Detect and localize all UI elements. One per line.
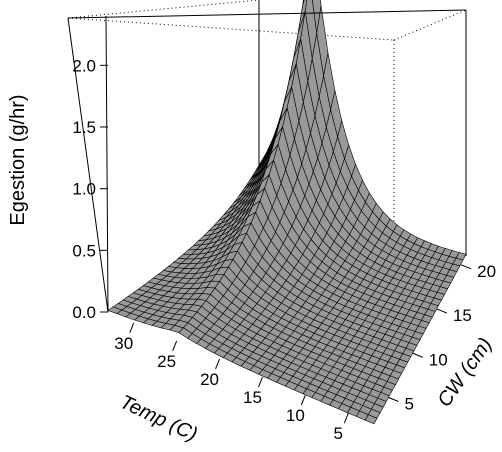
y-tick-label: 5 (405, 394, 414, 413)
z-tick-label: 1.0 (72, 180, 96, 199)
x-tick-label: 5 (334, 424, 343, 443)
y-axis-title: CW (cm) (433, 334, 496, 411)
z-tick-label: 1.5 (72, 118, 96, 137)
y-tick-label: 20 (477, 262, 496, 281)
surface-mesh (107, 0, 467, 425)
z-axis: 0.0 0.5 1.0 1.5 2.0 (72, 15, 109, 322)
x-tick-label: 20 (200, 370, 219, 389)
x-tick-label: 25 (157, 352, 176, 371)
z-axis-title: Egestion (g/hr) (7, 94, 29, 225)
x-tick-mark (129, 322, 135, 334)
x-tick-mark (300, 394, 306, 406)
back-top-edge (67, 17, 395, 41)
back-top-left-edge (67, 0, 260, 19)
x-tick-label: 10 (286, 406, 305, 425)
x-tick-mark (172, 340, 178, 352)
y-axis: 5 10 15 20 (388, 262, 496, 413)
front-top-edge (67, 9, 467, 19)
x-tick-label: 15 (243, 388, 262, 407)
z-tick-label: 0.0 (72, 303, 96, 322)
back-top-edge-right (393, 9, 467, 41)
x-axis: 5 10 15 20 25 30 (114, 322, 349, 443)
z-tick-label: 0.5 (72, 241, 96, 260)
y-tick-mark (436, 308, 448, 314)
z-axis-line (105, 15, 109, 313)
y-tick-mark (412, 352, 423, 358)
y-tick-mark (460, 264, 472, 270)
y-tick-label: 10 (429, 350, 448, 369)
front-left-vertical-edge (67, 17, 109, 313)
z-tick-label: 2.0 (72, 56, 96, 75)
y-tick-label: 15 (453, 306, 472, 325)
y-tick-mark (388, 397, 399, 402)
x-tick-label: 30 (114, 334, 133, 353)
x-tick-mark (215, 358, 221, 370)
x-tick-mark (343, 412, 349, 424)
x-tick-mark (257, 376, 263, 388)
x-axis-title: Temp (C) (116, 391, 200, 446)
surface-facet (364, 414, 378, 425)
front-box (67, 9, 467, 313)
